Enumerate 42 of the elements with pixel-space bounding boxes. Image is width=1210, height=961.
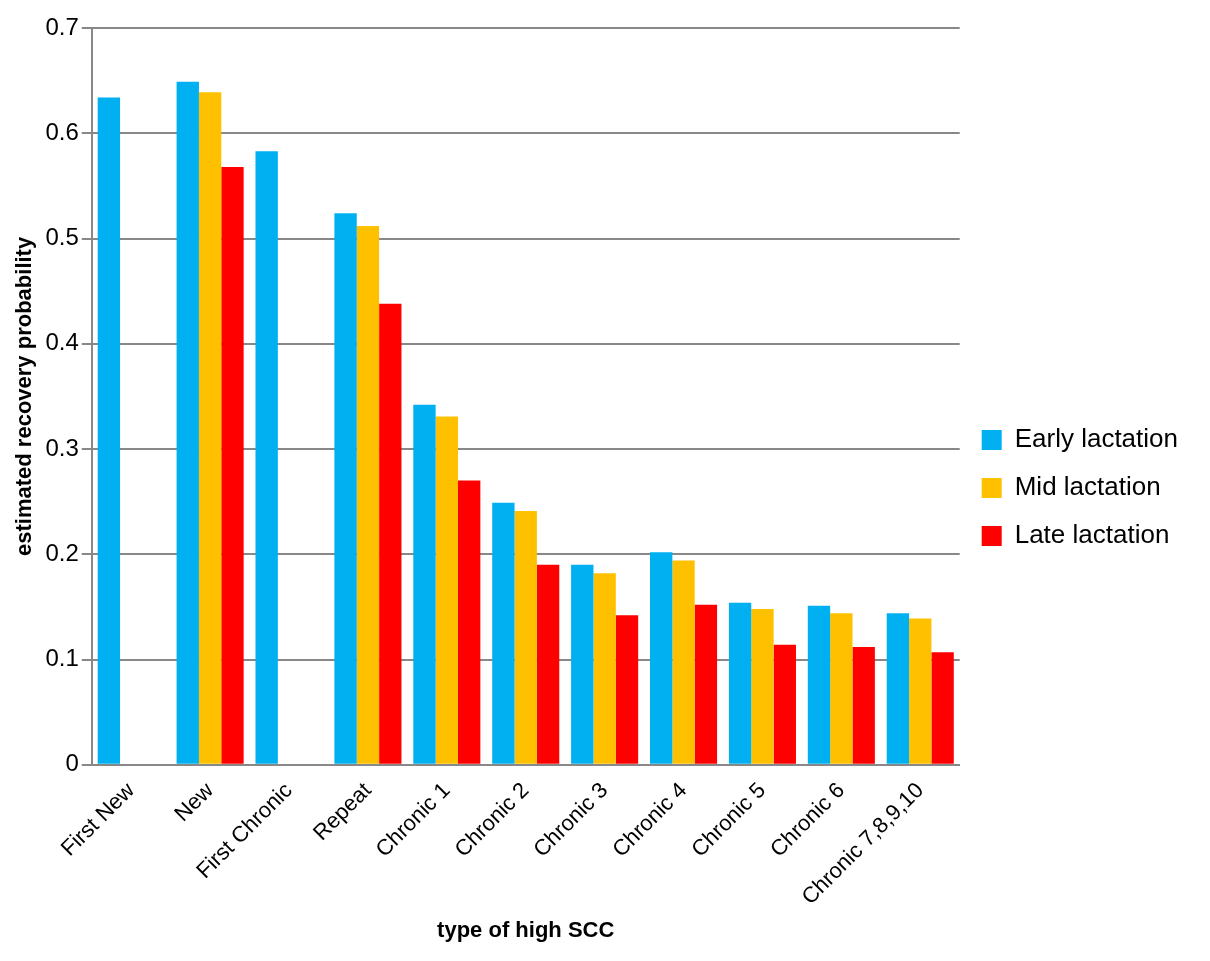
y-tick-label: 0.1 — [45, 644, 79, 672]
bar — [807, 605, 831, 764]
bar — [615, 615, 639, 764]
bar — [435, 416, 459, 764]
bar — [751, 609, 774, 764]
bar — [909, 618, 932, 764]
bar — [458, 480, 481, 764]
bar — [728, 602, 752, 764]
bar — [255, 151, 278, 764]
bar — [672, 560, 695, 764]
bar — [379, 303, 402, 764]
bar — [571, 564, 594, 764]
y-tick-label: 0.6 — [45, 117, 79, 145]
bar — [97, 97, 121, 764]
bar — [931, 652, 954, 764]
bar — [514, 511, 537, 764]
legend-label: Late lactation — [1014, 519, 1170, 550]
bar — [852, 646, 875, 764]
legend-label: Mid lactation — [1014, 471, 1161, 502]
y-tick-label: 0.7 — [45, 12, 79, 40]
bar — [356, 225, 380, 764]
bar — [886, 613, 910, 764]
bar — [413, 404, 436, 764]
bar — [773, 644, 796, 764]
bar — [334, 213, 357, 764]
x-axis-title: type of high SCC — [437, 916, 615, 942]
y-tick-label: 0 — [65, 749, 79, 777]
y-tick-label: 0.2 — [45, 538, 79, 566]
bar — [536, 564, 560, 764]
bar — [176, 81, 199, 764]
y-tick-label: 0.5 — [45, 223, 79, 251]
bar — [650, 552, 673, 764]
bar — [593, 573, 616, 764]
y-tick-label: 0.4 — [45, 328, 79, 356]
bar — [221, 166, 244, 764]
y-tick-label: 0.3 — [45, 433, 79, 461]
legend-label: Early lactation — [1014, 423, 1179, 454]
y-axis-title: estimated recovery probability — [11, 236, 37, 556]
bar — [830, 613, 853, 764]
bar — [198, 92, 222, 764]
bar — [492, 502, 515, 764]
bar — [694, 604, 718, 764]
